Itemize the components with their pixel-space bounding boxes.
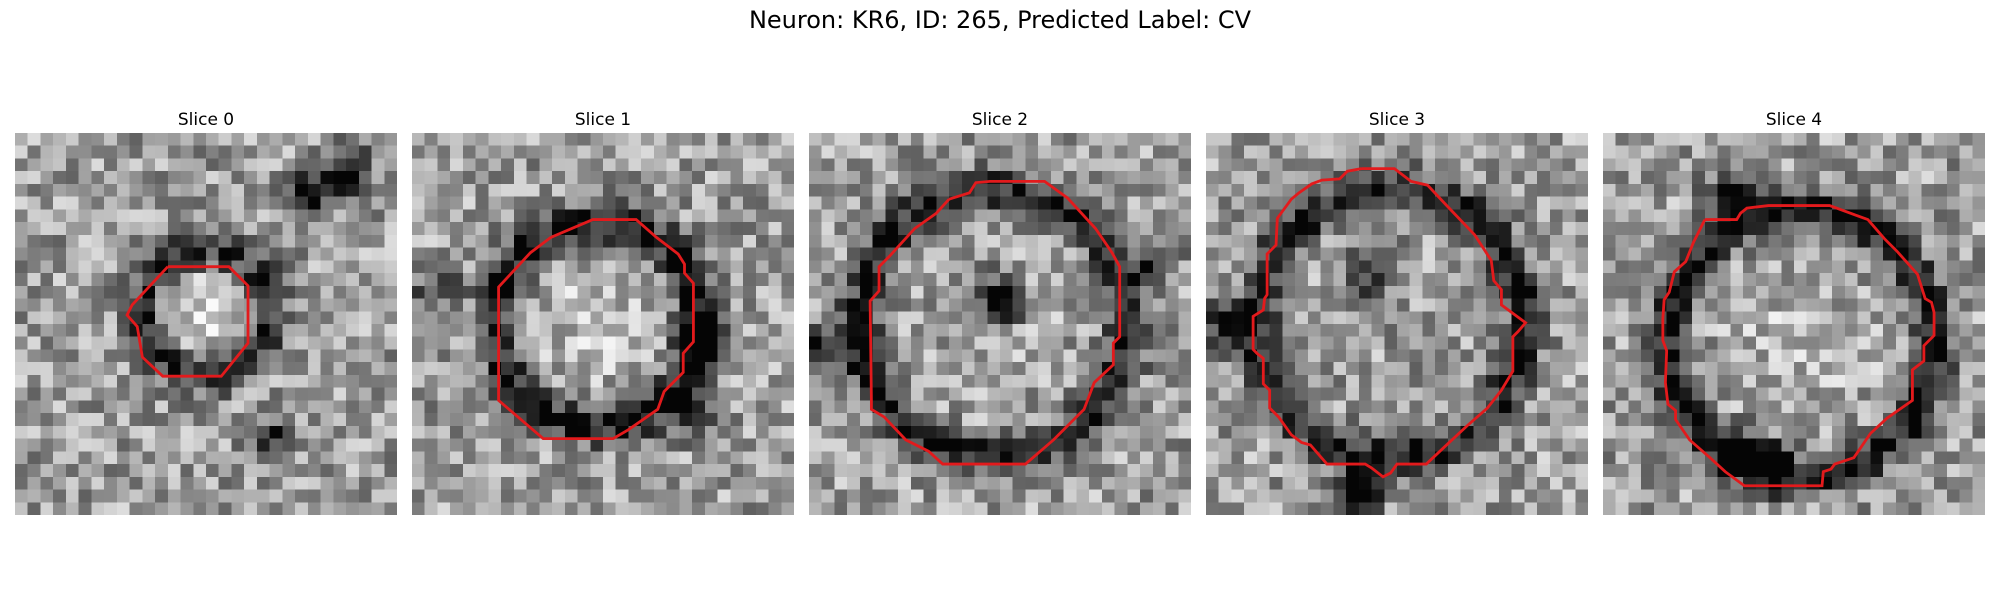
grayscale-slice-0 [15, 133, 397, 515]
roi-contour-layer-4 [1661, 204, 1936, 488]
roi-contour-layer-1 [497, 218, 695, 441]
slice-panel-4: Slice 4 [1603, 110, 1985, 515]
roi-contour-3 [1251, 167, 1528, 479]
slice-title-1: Slice 1 [574, 110, 632, 130]
slice-title-0: Slice 0 [177, 110, 235, 130]
roi-contour-4 [1661, 204, 1936, 488]
roi-contour-0 [125, 265, 250, 378]
slice-image-1 [412, 133, 794, 515]
roi-contour-layer-3 [1251, 167, 1528, 479]
grayscale-slice-4 [1603, 133, 1985, 515]
slice-title-4: Slice 4 [1765, 110, 1823, 130]
grayscale-slice-1 [412, 133, 794, 515]
slice-image-3 [1206, 133, 1588, 515]
slice-panel-1: Slice 1 [412, 110, 794, 515]
grayscale-slice-2 [809, 133, 1191, 515]
slice-title-3: Slice 3 [1368, 110, 1426, 130]
slice-image-0 [15, 133, 397, 515]
roi-contour-layer-0 [125, 265, 250, 378]
slice-image-4 [1603, 133, 1985, 515]
roi-contour-layer-2 [868, 179, 1122, 466]
roi-contour-2 [868, 179, 1122, 466]
slice-image-2 [809, 133, 1191, 515]
slice-title-2: Slice 2 [971, 110, 1029, 130]
figure-title: Neuron: KR6, ID: 265, Predicted Label: C… [748, 6, 1252, 34]
slice-panel-3: Slice 3 [1206, 110, 1588, 515]
roi-contour-1 [497, 218, 695, 441]
slice-panel-0: Slice 0 [15, 110, 397, 515]
slice-panel-2: Slice 2 [809, 110, 1191, 515]
